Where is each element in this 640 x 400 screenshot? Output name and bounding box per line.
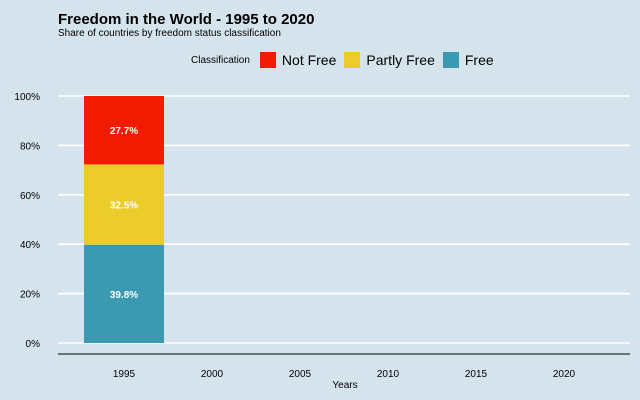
legend: Classification Not Free Partly Free Free (191, 50, 502, 70)
bar-label-free-1995: 39.8% (110, 290, 138, 301)
legend-item-free: Free (442, 52, 494, 68)
legend-label-partly-free: Partly Free (366, 52, 435, 68)
y-axis-ticks: 0% 20% 40% 60% 80% 100% (14, 92, 40, 350)
bar-free-1995 (84, 244, 164, 343)
legend-label-not-free: Not Free (281, 52, 337, 68)
x-tick-label: 2010 (377, 369, 400, 380)
legend-swatch-partly-free (344, 52, 361, 68)
legend-item-not-free: Not Free (259, 52, 337, 68)
chart-title: Freedom in the World - 1995 to 2020 (58, 11, 315, 28)
x-tick-label: 2015 (465, 369, 488, 380)
chart-subtitle: Share of countries by freedom status cla… (58, 28, 281, 39)
x-tick-label: 2000 (201, 369, 224, 380)
bars (84, 96, 164, 343)
bar-label-partly-free-1995: 32.5% (110, 201, 138, 212)
bar-partly-free-1995 (84, 164, 164, 245)
legend-item-partly-free: Partly Free (344, 52, 435, 68)
legend-title: Classification (191, 54, 250, 66)
bar-labels: 39.8% 32.5% 27.7% (110, 126, 138, 301)
y-tick-label: 80% (20, 141, 40, 152)
y-tick-label: 0% (26, 339, 41, 350)
y-tick-label: 100% (14, 92, 40, 103)
y-tick-label: 60% (20, 191, 40, 202)
legend-swatch-not-free (259, 52, 276, 68)
y-tick-label: 40% (20, 240, 40, 251)
x-tick-label: 2020 (553, 369, 576, 380)
legend-swatch-free (442, 52, 459, 68)
x-axis-title: Years (332, 380, 357, 391)
x-tick-label: 1995 (113, 369, 136, 380)
bar-label-not-free-1995: 27.7% (110, 126, 138, 137)
bar-not-free-1995 (84, 96, 164, 165)
x-axis-ticks: 1995 2000 2005 2010 2015 2020 (113, 369, 576, 380)
x-tick-label: 2005 (289, 369, 312, 380)
legend-label-free: Free (464, 52, 494, 68)
y-tick-label: 20% (20, 290, 40, 301)
